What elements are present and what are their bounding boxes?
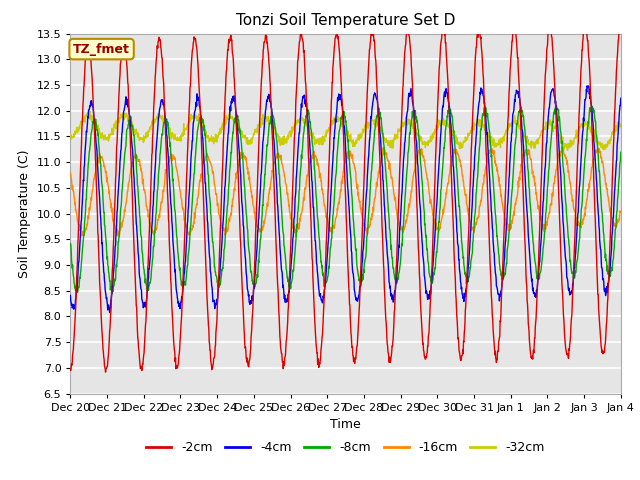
X-axis label: Time: Time: [330, 418, 361, 431]
Text: TZ_fmet: TZ_fmet: [73, 43, 130, 56]
Title: Tonzi Soil Temperature Set D: Tonzi Soil Temperature Set D: [236, 13, 455, 28]
Legend: -2cm, -4cm, -8cm, -16cm, -32cm: -2cm, -4cm, -8cm, -16cm, -32cm: [141, 436, 550, 459]
Y-axis label: Soil Temperature (C): Soil Temperature (C): [18, 149, 31, 278]
